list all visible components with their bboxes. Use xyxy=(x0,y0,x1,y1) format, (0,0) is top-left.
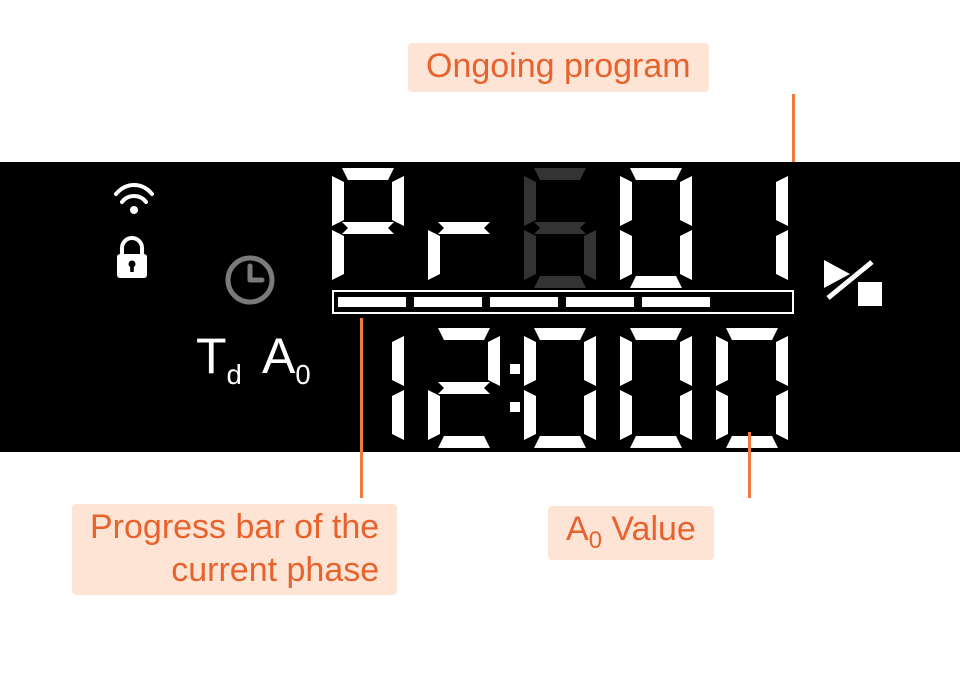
play-stop-icon xyxy=(824,260,884,313)
lcd-display-panel: Td A0 xyxy=(0,162,960,452)
digit-0 xyxy=(620,168,692,288)
digit-G xyxy=(524,168,596,288)
lock-icon xyxy=(112,234,152,287)
label-td-sub: d xyxy=(227,359,242,390)
leader-a0-value xyxy=(748,432,751,498)
clock-icon xyxy=(222,252,278,313)
callout-progress-line1: Progress bar of the xyxy=(90,508,379,546)
progress-cell xyxy=(566,297,634,307)
digit-0 xyxy=(524,328,596,448)
colon-dot xyxy=(510,364,520,374)
leader-progress-bar xyxy=(360,318,363,498)
digit-2 xyxy=(428,328,500,448)
callout-a0-part3: Value xyxy=(602,510,696,548)
callout-ongoing-program: Ongoing program xyxy=(408,43,709,92)
label-a0-sub: 0 xyxy=(295,359,310,390)
progress-cell xyxy=(338,297,406,307)
phase-progress-bar xyxy=(332,290,794,314)
callout-progress-bar: Progress bar of the current phase xyxy=(72,504,397,595)
label-a0-main: A xyxy=(262,328,295,384)
callout-a0-part1: A xyxy=(566,510,589,548)
label-a0: A0 xyxy=(262,327,311,391)
digit-1 xyxy=(332,328,404,448)
callout-a0-part2: 0 xyxy=(589,527,602,554)
progress-cell xyxy=(414,297,482,307)
callout-a0-value: A0 Value xyxy=(548,506,714,560)
callout-progress-line2: current phase xyxy=(171,551,379,589)
colon-dot xyxy=(510,402,520,412)
digit-r xyxy=(428,168,500,288)
label-td: Td xyxy=(196,327,242,391)
label-td-main: T xyxy=(196,328,227,384)
digit-0 xyxy=(620,328,692,448)
progress-cell xyxy=(490,297,558,307)
progress-cell xyxy=(642,297,710,307)
wifi-icon xyxy=(112,180,156,221)
digit-0 xyxy=(716,328,788,448)
digit-1 xyxy=(716,168,788,288)
digit-P xyxy=(332,168,404,288)
